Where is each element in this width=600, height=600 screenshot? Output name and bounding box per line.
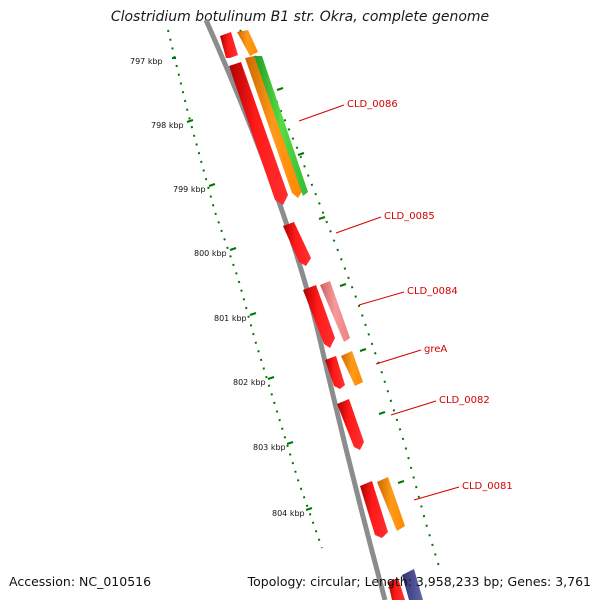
gene-label-cld-0082: CLD_0082 [439, 395, 490, 406]
accession-text: Accession: NC_010516 [9, 574, 152, 589]
gene-arrow [388, 578, 405, 600]
gene-leader-lines [298, 104, 460, 501]
kbp-label: 799 kbp [173, 185, 206, 194]
kbp-label: 798 kbp [151, 121, 184, 130]
gene-arrow [245, 56, 303, 198]
kbp-major-ticks [172, 57, 313, 511]
kbp-label: 803 kbp [253, 443, 286, 452]
gene-arrow [220, 32, 238, 58]
gene-label-cld-0081: CLD_0081 [462, 481, 513, 492]
gene-arrow [229, 62, 288, 205]
kbp-label: 801 kbp [214, 314, 247, 323]
gene-arrow [341, 351, 363, 386]
gene-arrow [360, 481, 388, 538]
gene-arrow [377, 477, 405, 531]
outer-ruler-ticks [276, 87, 405, 484]
kbp-label: 802 kbp [233, 378, 266, 387]
kbp-label: 797 kbp [130, 57, 163, 66]
genome-summary-text: Topology: circular; Length: 3,958,233 bp… [247, 574, 591, 589]
gene-label-cld-0086: CLD_0086 [347, 99, 398, 110]
gene-arrow [237, 30, 258, 56]
gene-arrow [283, 222, 311, 266]
gene-arrow [320, 281, 350, 342]
gene-arrow [303, 285, 335, 348]
kbp-label: 804 kbp [272, 509, 305, 518]
gene-arrow [325, 356, 345, 389]
gene-arrow [337, 399, 364, 450]
gene-arrow [254, 56, 308, 196]
gene-arrow [402, 569, 423, 600]
features [220, 30, 423, 600]
gene-label-grea: greA [424, 344, 447, 355]
kbp-label: 800 kbp [194, 249, 227, 258]
gene-label-cld-0085: CLD_0085 [384, 211, 435, 222]
gene-label-cld-0084: CLD_0084 [407, 286, 458, 297]
